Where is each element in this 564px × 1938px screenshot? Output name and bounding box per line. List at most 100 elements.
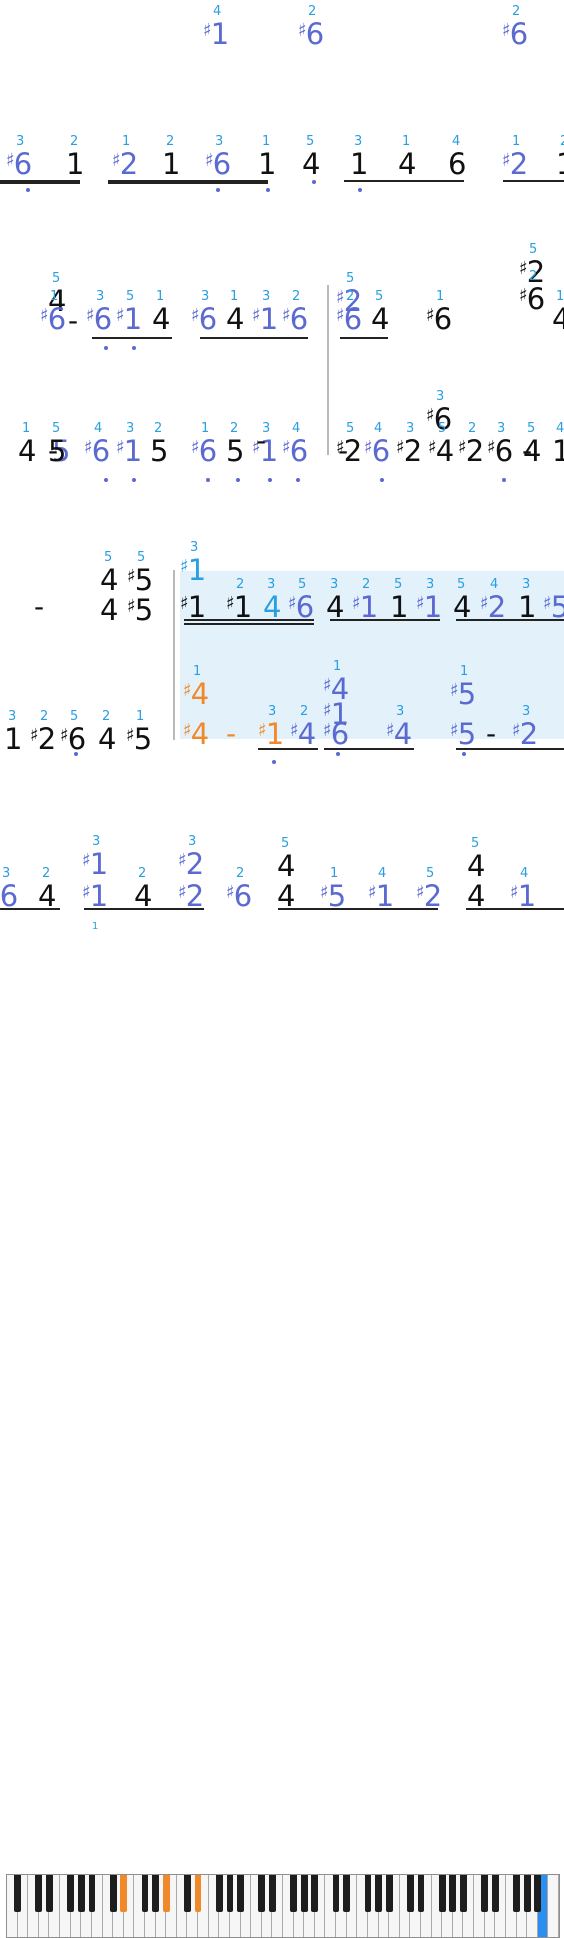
- black-key[interactable]: [491, 1875, 499, 1912]
- black-key[interactable]: [268, 1875, 276, 1912]
- note-row-4[interactable]: ♯4: [428, 437, 454, 466]
- note-row-3[interactable]: 4: [552, 305, 564, 334]
- black-key[interactable]: [14, 1875, 21, 1912]
- note-row-4[interactable]: ♯1: [116, 437, 142, 466]
- note-row-2[interactable]: 1: [556, 150, 564, 179]
- black-key[interactable]: [152, 1875, 159, 1912]
- note-row-4[interactable]: 1: [552, 437, 564, 466]
- note-row-7[interactable]: 4: [277, 882, 295, 911]
- note-row-2[interactable]: 1: [66, 150, 84, 179]
- note-row-5[interactable]: ♯1: [180, 556, 206, 585]
- note-row-4[interactable]: ♯2: [336, 437, 362, 466]
- note-row-7[interactable]: ♯1: [368, 882, 394, 911]
- note-row-2[interactable]: ♯2: [112, 150, 138, 179]
- note-row-5[interactable]: 4: [453, 593, 471, 622]
- note-row-5[interactable]: ♯5: [127, 596, 153, 625]
- black-key[interactable]: [184, 1875, 191, 1912]
- note-row-3[interactable]: ♯6: [40, 305, 66, 334]
- note-row-1[interactable]: ♯6: [298, 20, 324, 49]
- black-key[interactable]: [77, 1875, 85, 1912]
- black-key[interactable]: [534, 1875, 542, 1912]
- note-row-7[interactable]: ♯5: [320, 882, 346, 911]
- note-row-6[interactable]: ♯4: [386, 720, 412, 749]
- note-row-2[interactable]: 1: [258, 150, 276, 179]
- note-row-7[interactable]: ♯1: [82, 850, 108, 879]
- black-key[interactable]: [120, 1875, 128, 1912]
- black-key[interactable]: [141, 1875, 149, 1912]
- black-key[interactable]: [194, 1875, 202, 1912]
- note-row-5[interactable]: ♯6: [288, 593, 314, 622]
- note-row-4[interactable]: ♯6: [191, 437, 217, 466]
- note-row-5[interactable]: ♯1: [416, 593, 442, 622]
- note-row-4[interactable]: ♯2: [396, 437, 422, 466]
- note-row-7[interactable]: 4: [467, 882, 485, 911]
- black-key[interactable]: [375, 1875, 382, 1912]
- note-row-4[interactable]: 5: [52, 437, 70, 466]
- black-key[interactable]: [364, 1875, 372, 1912]
- note-row-5[interactable]: ♯1: [226, 593, 252, 622]
- note-row-4[interactable]: ♯6: [426, 405, 452, 434]
- note-row-5[interactable]: 1: [518, 593, 536, 622]
- note-row-6[interactable]: ♯4: [323, 675, 349, 704]
- note-row-4[interactable]: ♯2: [458, 437, 484, 466]
- note-row-7[interactable]: 4: [38, 882, 56, 911]
- black-key[interactable]: [406, 1875, 414, 1912]
- note-row-6[interactable]: ♯6: [323, 720, 349, 749]
- note-row-3[interactable]: ♯2: [519, 258, 545, 287]
- note-row-3[interactable]: ♯6: [191, 305, 217, 334]
- note-row-6[interactable]: ♯6: [60, 725, 86, 754]
- black-key[interactable]: [109, 1875, 117, 1912]
- black-key[interactable]: [46, 1875, 53, 1912]
- black-key[interactable]: [449, 1875, 457, 1912]
- black-key[interactable]: [162, 1875, 170, 1912]
- black-key[interactable]: [481, 1875, 489, 1912]
- note-row-7[interactable]: 4: [134, 882, 152, 911]
- note-row-2[interactable]: ♯6: [6, 150, 32, 179]
- note-row-7[interactable]: 4: [467, 852, 485, 881]
- note-row-5[interactable]: ♯1: [352, 593, 378, 622]
- note-row-6[interactable]: ♯4: [183, 720, 209, 749]
- note-row-6[interactable]: ♯5: [450, 680, 476, 709]
- note-row-2[interactable]: 6: [448, 150, 466, 179]
- note-row-2[interactable]: ♯6: [205, 150, 231, 179]
- note-row-4[interactable]: ♯6: [84, 437, 110, 466]
- note-row-3[interactable]: ♯6: [86, 305, 112, 334]
- note-row-4[interactable]: 5: [150, 437, 168, 466]
- black-key[interactable]: [438, 1875, 446, 1912]
- note-row-6[interactable]: ♯1: [258, 720, 284, 749]
- black-key[interactable]: [290, 1875, 297, 1912]
- note-row-6[interactable]: ♯5: [450, 720, 476, 749]
- note-row-4[interactable]: ♯6: [282, 437, 308, 466]
- black-key[interactable]: [88, 1875, 96, 1912]
- note-row-3[interactable]: 4: [226, 305, 244, 334]
- note-row-3[interactable]: ♯2: [336, 287, 362, 316]
- black-key[interactable]: [67, 1875, 75, 1912]
- black-key[interactable]: [215, 1875, 223, 1912]
- note-row-7[interactable]: 4: [277, 852, 295, 881]
- note-row-1[interactable]: ♯1: [203, 20, 229, 49]
- note-row-7[interactable]: ♯1: [82, 882, 108, 911]
- note-row-3[interactable]: ♯6: [282, 305, 308, 334]
- note-row-5[interactable]: 4: [326, 593, 344, 622]
- note-row-2[interactable]: 4: [398, 150, 416, 179]
- note-row-6[interactable]: 4: [98, 725, 116, 754]
- note-row-7[interactable]: ♯2: [178, 850, 204, 879]
- black-key[interactable]: [523, 1875, 531, 1912]
- note-row-5[interactable]: 1: [390, 593, 408, 622]
- black-key[interactable]: [226, 1875, 234, 1912]
- note-row-6[interactable]: 1: [4, 725, 22, 754]
- note-row-6[interactable]: ♯4: [183, 680, 209, 709]
- note-row-7[interactable]: ♯2: [416, 882, 442, 911]
- black-key[interactable]: [417, 1875, 425, 1912]
- note-row-5[interactable]: ♯2: [480, 593, 506, 622]
- black-key[interactable]: [513, 1875, 520, 1912]
- note-row-7[interactable]: ♯6: [0, 882, 18, 911]
- black-key[interactable]: [35, 1875, 43, 1912]
- note-row-2[interactable]: 1: [350, 150, 368, 179]
- note-row-3[interactable]: ♯6: [426, 305, 452, 334]
- note-row-3[interactable]: 4: [371, 305, 389, 334]
- black-key[interactable]: [332, 1875, 340, 1912]
- note-row-4[interactable]: 4: [18, 437, 36, 466]
- note-row-5[interactable]: 4: [100, 596, 118, 625]
- note-row-5[interactable]: ♯5: [543, 593, 564, 622]
